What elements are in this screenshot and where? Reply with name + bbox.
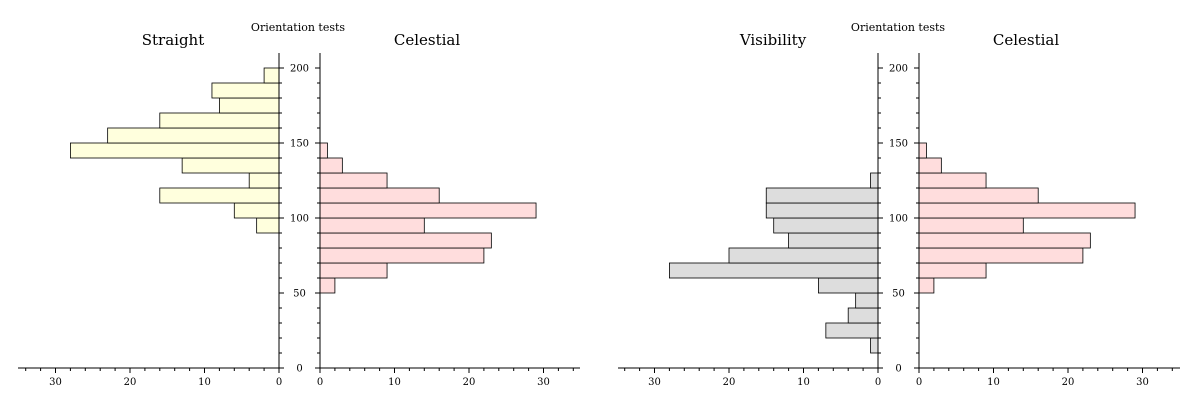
bar	[263, 67, 280, 84]
x-tick-label: 20	[124, 377, 137, 388]
bar	[728, 247, 879, 264]
bar	[870, 172, 879, 189]
x-tick-label: 30	[49, 377, 62, 388]
bar	[248, 172, 280, 189]
bar	[319, 277, 336, 294]
bar	[918, 247, 1084, 264]
bar	[918, 232, 1091, 249]
bar	[918, 157, 942, 174]
bar	[855, 292, 879, 309]
bar	[918, 172, 987, 189]
bar	[256, 217, 280, 234]
y-tick-label: 0	[895, 364, 901, 375]
bar	[918, 142, 927, 159]
y-tick-label: 100	[290, 214, 309, 225]
bar	[319, 232, 492, 249]
y-tick-label: 100	[889, 214, 908, 225]
x-tick-label: 0	[875, 377, 881, 388]
panel-title: Straight	[142, 31, 205, 49]
x-tick-label: 10	[797, 377, 810, 388]
bar	[918, 217, 1024, 234]
x-tick-label: 10	[987, 377, 1000, 388]
panel-title: Visibility	[739, 31, 807, 49]
bar	[181, 157, 280, 174]
bar	[218, 97, 280, 114]
panel-title: Celestial	[394, 31, 460, 49]
bar	[211, 82, 280, 99]
bar	[918, 262, 987, 279]
bar	[319, 202, 537, 219]
bar	[319, 157, 343, 174]
bar	[70, 142, 280, 159]
x-tick-label: 0	[276, 377, 282, 388]
bar	[319, 217, 425, 234]
bar	[159, 112, 280, 129]
y-tick-label: 150	[889, 139, 908, 150]
bar	[107, 127, 280, 144]
panel-straight: Straight 30 20 10 0	[18, 31, 282, 388]
bar	[825, 322, 879, 339]
y-tick-label: 150	[290, 139, 309, 150]
x-tick-label: 20	[723, 377, 736, 388]
x-tick-label: 0	[916, 377, 922, 388]
y-tick-label: 50	[892, 289, 905, 300]
x-tick-label: 30	[648, 377, 661, 388]
y-tick-label: 200	[889, 64, 908, 75]
x-tick-label: 20	[463, 377, 476, 388]
panel-celestial: Celestial 0 10 20 30	[916, 31, 1180, 388]
bar	[319, 142, 328, 159]
bar	[669, 262, 879, 279]
bar	[818, 277, 879, 294]
panel-celestial: Celestial 0 10 20 30	[317, 31, 580, 388]
bar	[233, 202, 280, 219]
bar	[788, 232, 879, 249]
bar	[765, 187, 879, 204]
bar	[847, 307, 879, 324]
x-tick-label: 10	[198, 377, 211, 388]
chart-title: Orientation tests	[851, 21, 946, 34]
bar	[918, 187, 1039, 204]
x-tick-label: 20	[1062, 377, 1075, 388]
bar	[319, 262, 388, 279]
panel-visibility: Visibility 30 20 10 0	[618, 31, 881, 388]
bar	[918, 202, 1136, 219]
bar	[870, 337, 879, 354]
x-tick-label: 0	[317, 377, 323, 388]
x-tick-label: 30	[537, 377, 550, 388]
bar	[319, 187, 440, 204]
bar	[918, 277, 935, 294]
y-tick-label: 50	[293, 289, 306, 300]
x-tick-label: 10	[388, 377, 401, 388]
bar	[319, 247, 485, 264]
bar	[319, 172, 388, 189]
bar	[159, 187, 280, 204]
chart-title: Orientation tests	[251, 21, 346, 34]
bar	[773, 217, 879, 234]
y-tick-label: 0	[296, 364, 302, 375]
x-tick-label: 30	[1136, 377, 1149, 388]
panel-title: Celestial	[993, 31, 1059, 49]
y-tick-label: 200	[290, 64, 309, 75]
bar	[765, 202, 879, 219]
